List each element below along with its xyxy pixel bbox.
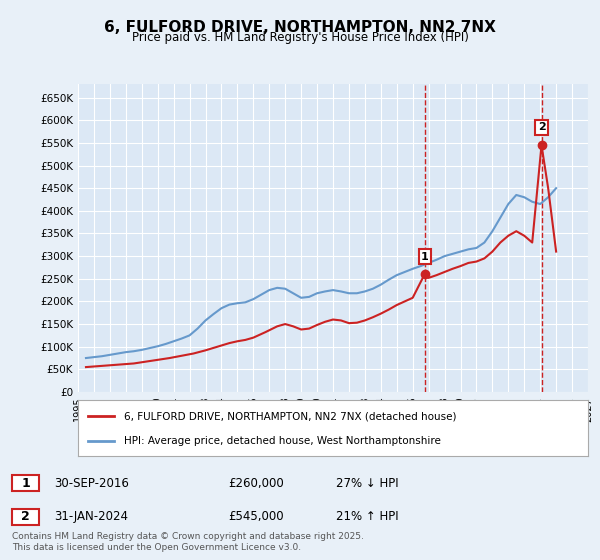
Text: 27% ↓ HPI: 27% ↓ HPI	[336, 477, 398, 490]
Text: 2: 2	[538, 123, 545, 133]
Text: 6, FULFORD DRIVE, NORTHAMPTON, NN2 7NX (detached house): 6, FULFORD DRIVE, NORTHAMPTON, NN2 7NX (…	[124, 411, 457, 421]
Text: £260,000: £260,000	[228, 477, 284, 490]
Text: Price paid vs. HM Land Registry's House Price Index (HPI): Price paid vs. HM Land Registry's House …	[131, 31, 469, 44]
Text: HPI: Average price, detached house, West Northamptonshire: HPI: Average price, detached house, West…	[124, 436, 441, 446]
Text: 1: 1	[421, 251, 428, 262]
Text: 30-SEP-2016: 30-SEP-2016	[54, 477, 129, 490]
Text: 6, FULFORD DRIVE, NORTHAMPTON, NN2 7NX: 6, FULFORD DRIVE, NORTHAMPTON, NN2 7NX	[104, 20, 496, 35]
Text: Contains HM Land Registry data © Crown copyright and database right 2025.
This d: Contains HM Land Registry data © Crown c…	[12, 532, 364, 552]
Text: 21% ↑ HPI: 21% ↑ HPI	[336, 510, 398, 524]
Text: 2: 2	[21, 510, 30, 524]
Text: 1: 1	[21, 477, 30, 490]
Text: 31-JAN-2024: 31-JAN-2024	[54, 510, 128, 524]
Text: £545,000: £545,000	[228, 510, 284, 524]
